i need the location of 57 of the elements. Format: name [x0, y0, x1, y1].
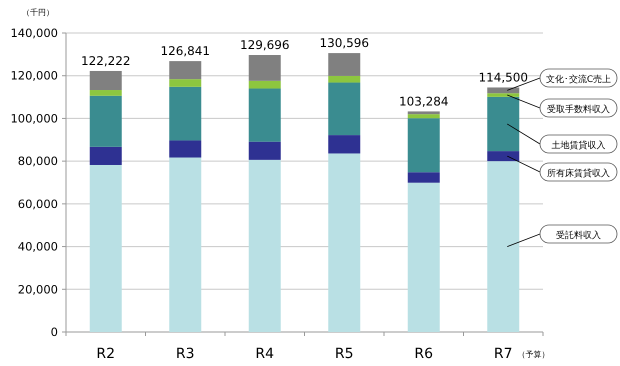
y-tick-label: 60,000 — [18, 196, 58, 211]
bar — [248, 80, 281, 89]
bar — [328, 153, 360, 332]
bar — [328, 135, 360, 154]
y-axis-title: （千円） — [22, 8, 54, 17]
bar — [408, 111, 440, 114]
total-label: 122,222 — [80, 54, 131, 68]
bar — [408, 114, 440, 118]
text: 受託料収入 — [556, 230, 601, 241]
bar — [248, 88, 281, 142]
bar — [487, 93, 520, 97]
bar — [90, 164, 122, 332]
bar — [169, 140, 202, 158]
text: 文化･交流C売上 — [546, 74, 612, 85]
bar — [90, 96, 122, 147]
x-tick-label: R5 — [334, 346, 354, 362]
text: 土地賃貸収入 — [552, 140, 606, 151]
x-tick-label: R2 — [96, 346, 116, 362]
total-label: 130,596 — [319, 36, 370, 50]
bar — [90, 90, 122, 96]
bar — [408, 172, 440, 183]
bar — [487, 151, 520, 162]
bar — [408, 118, 440, 172]
y-tick-label: 100,000 — [10, 111, 58, 126]
bar — [328, 53, 360, 76]
bar — [487, 87, 520, 94]
bar — [169, 79, 202, 87]
x-tick-label: R7 — [494, 346, 513, 362]
bar — [169, 61, 202, 80]
total-label: 129,696 — [240, 38, 290, 52]
text: 受取手数料収入 — [547, 104, 610, 115]
bar — [408, 182, 440, 332]
y-tick-label: 140,000 — [10, 26, 58, 40]
y-tick-label: 40,000 — [18, 240, 58, 254]
text: （予算） — [517, 350, 550, 359]
bar — [487, 161, 520, 332]
total-label: 103,284 — [398, 94, 449, 108]
y-tick-label: 120,000 — [10, 68, 58, 83]
y-tick-label: 80,000 — [18, 154, 58, 168]
bar — [90, 146, 122, 165]
total-label: 126,841 — [160, 44, 210, 58]
bar — [248, 160, 281, 332]
text: 所有床賃貸収入 — [547, 168, 610, 179]
bar — [328, 76, 360, 83]
bar — [487, 96, 520, 152]
x-tick-label: R4 — [255, 346, 274, 362]
total-label: 114,500 — [478, 70, 528, 84]
bar — [328, 82, 360, 136]
bar — [90, 70, 122, 90]
bar — [248, 142, 281, 160]
bar — [169, 158, 202, 332]
x-tick-label: R3 — [176, 346, 195, 362]
bar — [248, 55, 281, 81]
y-tick-label: 20,000 — [18, 282, 58, 296]
y-tick-label: 0 — [50, 325, 58, 339]
bar — [169, 86, 202, 140]
x-tick-label: R6 — [414, 346, 434, 362]
